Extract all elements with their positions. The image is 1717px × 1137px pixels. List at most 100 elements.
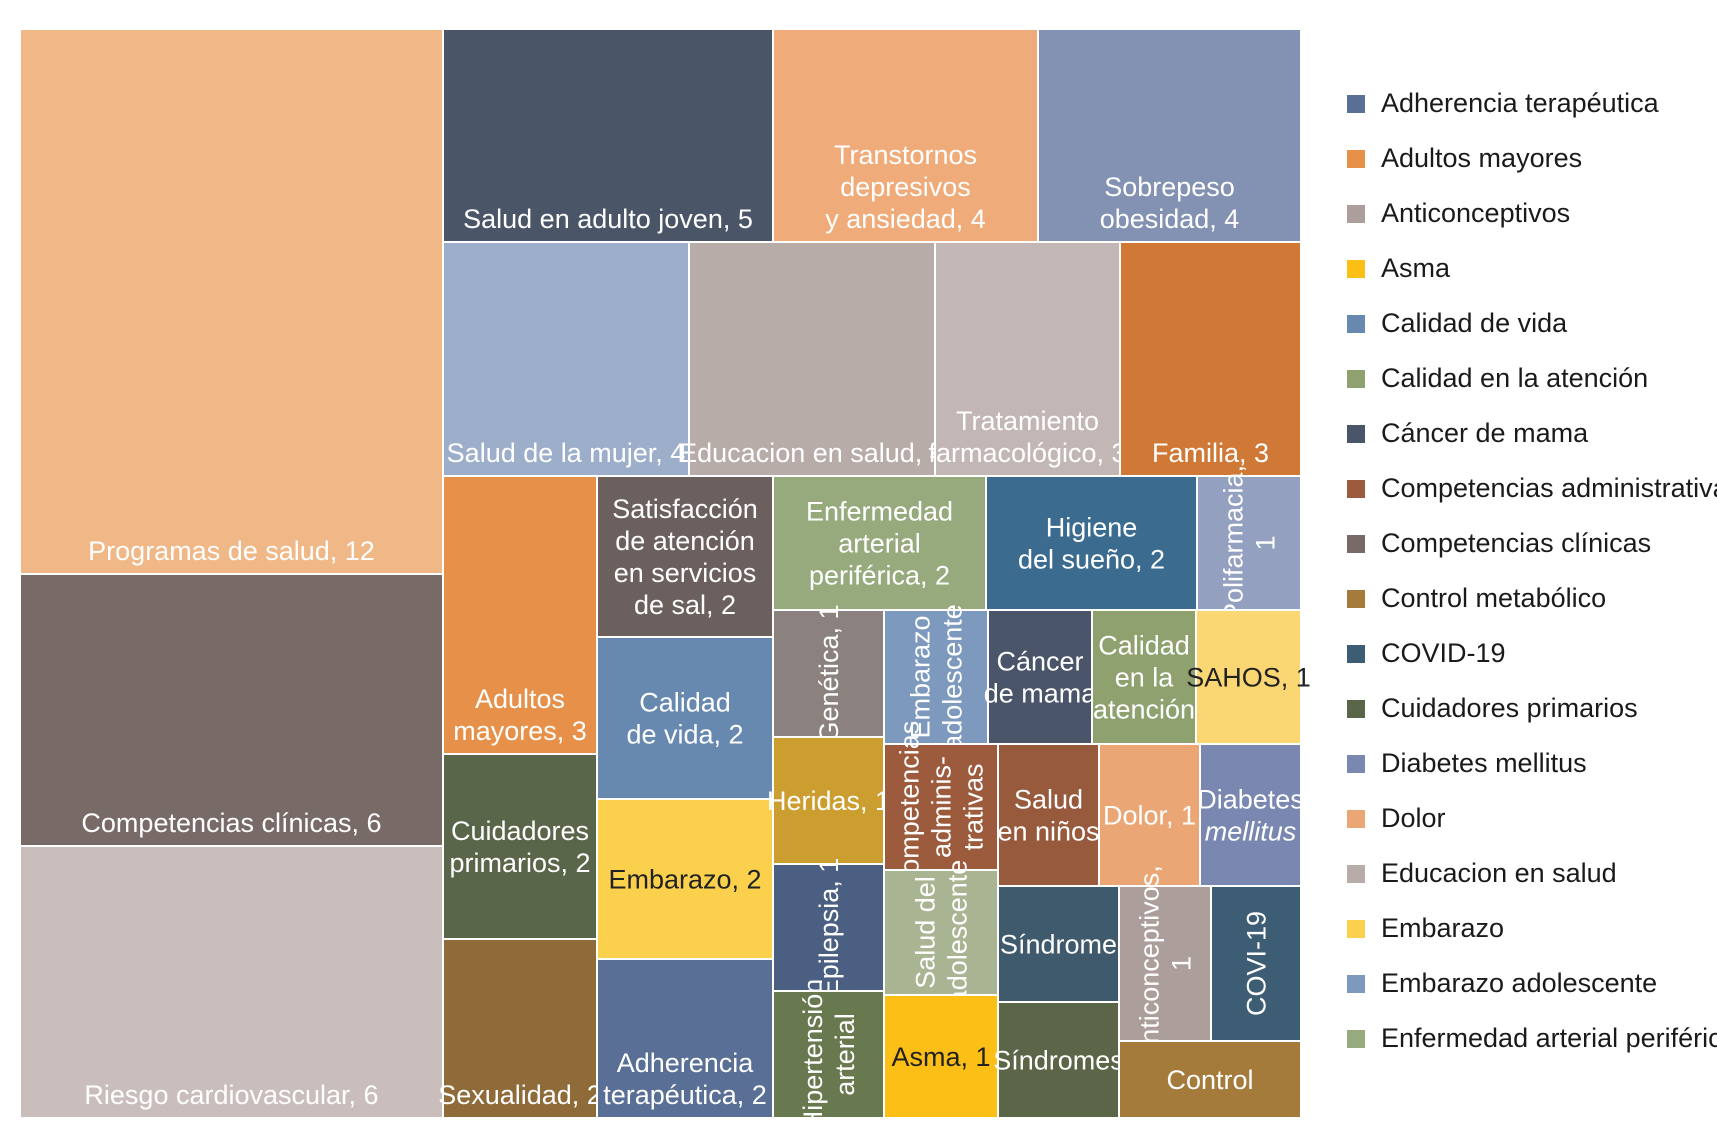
tile-label: Genética, 1: [814, 604, 844, 742]
legend-swatch: [1347, 590, 1365, 608]
tile-label: Transtornos depresivos y ansiedad, 4: [825, 140, 986, 234]
treemap-tile: Tratamiento farmacológico, 3: [928, 241, 1127, 477]
legend-label: Dolor: [1381, 803, 1446, 833]
tile-label: Síndrome: [1000, 929, 1117, 959]
tile-label: Programas de salud, 12: [88, 536, 375, 566]
treemap-tile: Hipertensiónarterial: [772, 979, 885, 1131]
legend-swatch: [1347, 315, 1365, 333]
tile-rect: [772, 28, 1039, 243]
legend-item: Embarazo: [1347, 913, 1504, 943]
tile-label: Salud de la mujer, 4: [447, 438, 686, 468]
tile-rect: [442, 938, 598, 1119]
legend-item: Cáncer de mama: [1347, 418, 1589, 448]
tile-label: Adherencia terapéutica, 2: [603, 1048, 767, 1110]
treemap-tile: Heridas, 1: [767, 736, 890, 865]
tile-label: Heridas, 1: [767, 786, 890, 816]
legend-label: Enfermedad arterial periférica: [1381, 1023, 1717, 1053]
treemap-tile: Cuidadores primarios, 2: [442, 753, 598, 940]
legend-item: Adherencia terapéutica: [1347, 88, 1660, 118]
tile-rect: [1037, 28, 1302, 243]
legend: Adherencia terapéutica Adultos mayores Ant…: [1347, 88, 1717, 1053]
treemap-tile: Enfermedad arterial periférica, 2: [772, 475, 987, 611]
treemap-tile: Síndrome: [997, 885, 1120, 1003]
tile-label: COVI-19: [1241, 911, 1271, 1016]
treemap-tile: Familia, 3: [1119, 241, 1302, 477]
legend-item: COVID-19: [1347, 638, 1506, 668]
treemap-tile: Adultos mayores, 3: [442, 475, 598, 755]
tile-label: Anticonceptivos,1: [1134, 865, 1196, 1062]
legend-swatch: [1347, 920, 1365, 938]
treemap-tile: Genética, 1: [772, 604, 885, 743]
legend-label: Adherencia terapéutica: [1381, 88, 1660, 118]
legend-swatch: [1347, 425, 1365, 443]
legend-swatch: [1347, 95, 1365, 113]
treemap-tile: Educacion en salud, 4: [679, 241, 945, 477]
treemap-tile: Embarazo, 2: [596, 798, 774, 960]
legend-item: Asma: [1347, 253, 1451, 283]
tile-rect: [1196, 475, 1302, 611]
tile-label: Higiene del sueño, 2: [1018, 512, 1165, 574]
tile-label: Síndromes: [993, 1045, 1124, 1075]
legend-item: Calidad de vida: [1347, 308, 1568, 338]
tile-rect: [1118, 885, 1212, 1042]
legend-swatch: [1347, 975, 1365, 993]
tile-rect: [442, 28, 774, 243]
legend-swatch: [1347, 700, 1365, 718]
tile-rect: [772, 736, 885, 865]
legend-label: COVID-19: [1381, 638, 1506, 668]
tile-rect: [772, 863, 885, 992]
treemap-tile: Dolor, 1: [1098, 743, 1201, 887]
legend-label: Embarazo adolescente: [1381, 968, 1657, 998]
legend-label: Competencias clínicas: [1381, 528, 1651, 558]
tile-rect: [688, 241, 936, 477]
treemap-tile: Calidad de vida, 2: [596, 636, 774, 800]
tile-rect: [987, 609, 1093, 745]
tile-rect: [997, 1001, 1120, 1119]
tile-rect: [883, 994, 999, 1119]
legend-swatch: [1347, 755, 1365, 773]
treemap-tile: COVI-19: [1210, 885, 1302, 1042]
legend-label: Control metabólico: [1381, 583, 1606, 613]
treemap-tile: Anticonceptivos,1: [1118, 865, 1212, 1062]
treemap-tile: Sexualidad, 2: [438, 938, 602, 1119]
legend-item: Educacion en salud: [1347, 858, 1617, 888]
tile-label: Familia, 3: [1152, 438, 1269, 468]
tile-rect: [772, 609, 885, 738]
tile-rect: [1091, 609, 1197, 745]
treemap-tile: Calidad en la atención: [1091, 609, 1197, 745]
treemap-tile: Salud deladolescente: [883, 860, 999, 1005]
legend-item: Enfermedad arterial periférica: [1347, 1023, 1717, 1053]
tile-label: Calidad de vida, 2: [626, 687, 743, 749]
legend-swatch: [1347, 150, 1365, 168]
tile-rect: [772, 990, 885, 1119]
treemap-tile: Programas de salud, 12: [19, 28, 444, 575]
tile-rect: [596, 636, 774, 800]
tile-label: Control: [1166, 1065, 1253, 1095]
legend-swatch: [1347, 645, 1365, 663]
tile-rect: [19, 28, 444, 575]
treemap-tile: Salud en adulto joven, 5: [442, 28, 774, 243]
tile-label: SAHOS, 1: [1186, 662, 1311, 692]
legend-item: Competencias administrativas: [1347, 473, 1717, 503]
legend-swatch: [1347, 865, 1365, 883]
legend-swatch: [1347, 205, 1365, 223]
tile-rect: [442, 475, 598, 755]
tile-rect: [442, 241, 690, 477]
tile-rect: [596, 958, 774, 1119]
treemap-tile: Control: [1118, 1040, 1302, 1119]
legend-item: Competencias clínicas: [1347, 528, 1651, 558]
tile-label: Polifarmacia,1: [1218, 465, 1280, 621]
legend-item: Adultos mayores: [1347, 143, 1582, 173]
treemap-tile: Síndromes: [993, 1001, 1124, 1119]
legend-swatch: [1347, 370, 1365, 388]
legend-label: Asma: [1381, 253, 1451, 283]
legend-label: Anticonceptivos: [1381, 198, 1570, 228]
legend-swatch: [1347, 810, 1365, 828]
tile-label: Calidad en la atención: [1093, 630, 1195, 724]
treemap-tile: Asma, 1: [883, 994, 999, 1119]
tile-label: Dolor, 1: [1103, 800, 1196, 830]
tile-rect: [772, 475, 987, 611]
legend-swatch: [1347, 480, 1365, 498]
tile-label: Hipertensiónarterial: [798, 979, 860, 1131]
treemap-tiles: Programas de salud, 12 Competencias clíni…: [19, 28, 1311, 1131]
